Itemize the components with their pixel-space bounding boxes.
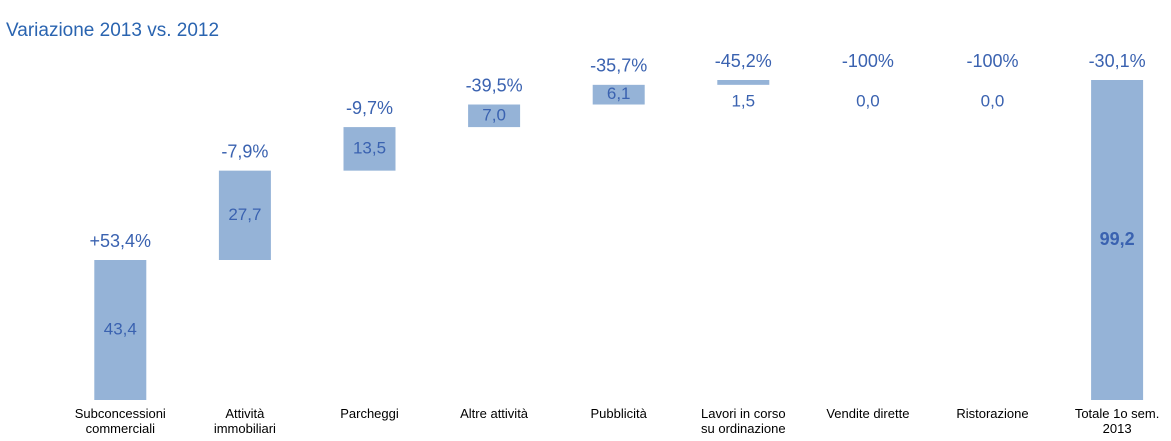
change-label: -7,9% xyxy=(221,141,268,161)
category-label: Lavori in corso su ordinazione xyxy=(701,406,786,436)
category-label: Totale 1o sem. 2013 xyxy=(1074,406,1160,436)
value-label: 27,7 xyxy=(228,205,261,224)
category-label: Subconcessioni commerciali xyxy=(74,406,166,436)
change-label: -100% xyxy=(842,51,894,71)
category-label: Attività immobiliari xyxy=(213,406,276,436)
bar xyxy=(717,80,770,85)
bar xyxy=(218,170,271,260)
category-label: Pubblicità xyxy=(590,406,647,421)
value-label: 13,5 xyxy=(353,138,386,157)
value-label: 0,0 xyxy=(981,91,1005,110)
bar xyxy=(468,104,521,128)
change-label: -30,1% xyxy=(1089,51,1146,71)
bar xyxy=(592,84,645,105)
change-label: +53,4% xyxy=(90,231,152,251)
change-label: -100% xyxy=(966,51,1018,71)
value-label: 6,1 xyxy=(607,84,631,103)
change-label: -45,2% xyxy=(715,51,772,71)
change-label: -9,7% xyxy=(346,98,393,118)
value-label: 43,4 xyxy=(104,319,137,338)
category-label: Vendite dirette xyxy=(826,406,910,421)
bar xyxy=(94,260,147,400)
category-label: Altre attività xyxy=(460,406,529,421)
value-label: 7,0 xyxy=(482,105,506,124)
value-label: 1,5 xyxy=(731,91,755,110)
category-label: Parcheggi xyxy=(340,406,399,421)
chart-title: Variazione 2013 vs. 2012 xyxy=(6,20,220,41)
bar xyxy=(1091,80,1144,400)
bar xyxy=(343,127,396,171)
value-label: 99,2 xyxy=(1100,229,1135,249)
change-label: -39,5% xyxy=(466,75,523,95)
change-label: -35,7% xyxy=(590,56,647,76)
category-label: Ristorazione xyxy=(956,406,1029,421)
value-label: 0,0 xyxy=(856,91,880,110)
